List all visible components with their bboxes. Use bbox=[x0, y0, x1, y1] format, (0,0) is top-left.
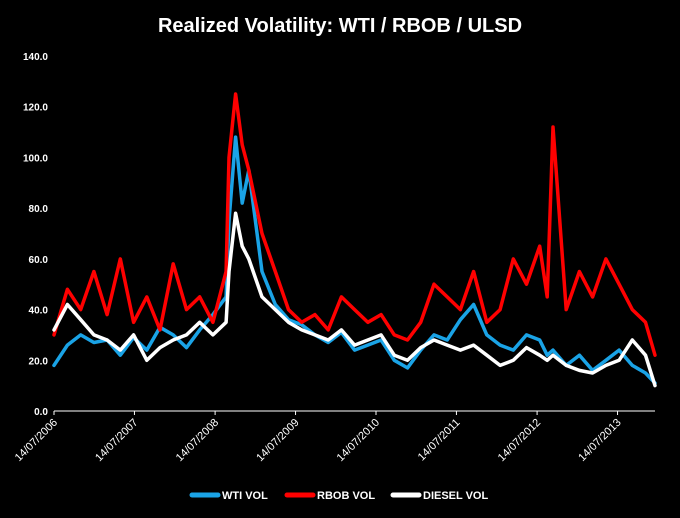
y-tick-label: 100.0 bbox=[23, 153, 48, 164]
x-axis: 14/07/2006 14/07/2007 14/07/2008 14/07/2009… bbox=[13, 411, 624, 464]
x-tick-label: 14/07/2012 bbox=[496, 417, 543, 464]
y-tick-label: 120.0 bbox=[23, 103, 48, 114]
y-tick-label: 20.0 bbox=[29, 356, 49, 367]
legend-label-wti-vol: WTI VOL bbox=[222, 490, 268, 502]
x-tick-label: 14/07/2007 bbox=[93, 417, 140, 464]
chart-title: Realized Volatility: WTI / RBOB / ULSD bbox=[158, 15, 522, 37]
x-tick-label: 14/07/2008 bbox=[174, 417, 221, 464]
y-tick-label: 140.0 bbox=[23, 52, 48, 63]
x-tick-label: 14/07/2006 bbox=[13, 417, 60, 464]
legend-label-rbob-vol: RBOB VOL bbox=[317, 490, 375, 502]
x-tick-label: 14/07/2010 bbox=[335, 417, 382, 464]
series-line-wti-vol bbox=[52, 135, 657, 385]
y-tick-label: 0.0 bbox=[34, 407, 48, 418]
legend-label-diesel-vol: DIESEL VOL bbox=[423, 490, 488, 502]
y-tick-label: 60.0 bbox=[29, 255, 49, 266]
plot-area bbox=[52, 92, 657, 388]
y-tick-label: 40.0 bbox=[29, 306, 49, 317]
x-tick-label: 14/07/2011 bbox=[416, 417, 463, 464]
y-axis: 0.0 20.0 40.0 60.0 80.0 100.0 120.0 140.0 bbox=[23, 52, 48, 418]
legend: WTI VOL RBOB VOL DIESEL VOL bbox=[189, 490, 488, 502]
series-line-rbob-vol bbox=[52, 92, 657, 357]
series-line-diesel-vol bbox=[52, 211, 657, 388]
y-tick-label: 80.0 bbox=[29, 204, 49, 215]
x-tick-label: 14/07/2009 bbox=[254, 417, 301, 464]
x-tick-label: 14/07/2013 bbox=[576, 417, 623, 464]
